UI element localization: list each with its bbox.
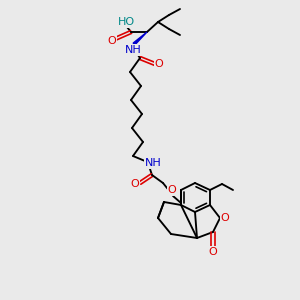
Text: NH: NH <box>124 45 141 55</box>
Text: O: O <box>168 185 176 195</box>
Text: NH: NH <box>145 158 161 168</box>
Text: O: O <box>130 179 140 189</box>
Text: HO: HO <box>118 17 135 27</box>
Text: O: O <box>154 59 164 69</box>
Text: O: O <box>220 213 230 223</box>
Polygon shape <box>133 32 147 45</box>
Text: O: O <box>108 36 116 46</box>
Text: O: O <box>208 247 217 257</box>
